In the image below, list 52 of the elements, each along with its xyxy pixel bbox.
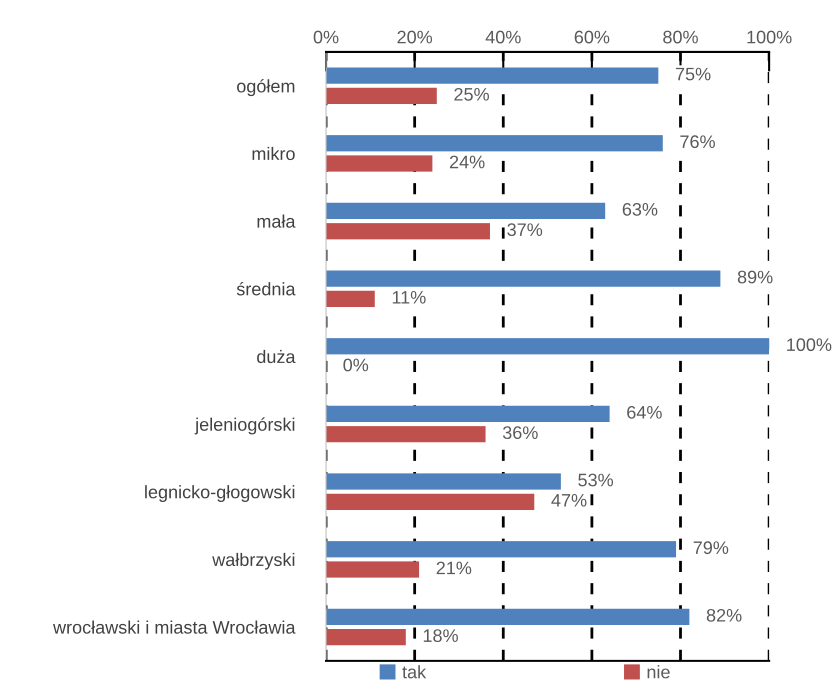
data-label: 100% [787,338,832,352]
legend-label: nie [648,665,670,678]
bar [326,406,610,422]
data-label: 11% [392,291,426,304]
bar [326,338,770,354]
x-tick-label: 40% [486,30,521,44]
x-tick-label: 80% [663,30,698,44]
bar [326,561,420,578]
data-label: 37% [507,223,542,236]
data-label: 24% [450,156,485,168]
bar [326,290,375,307]
bar [326,135,663,152]
data-label: 47% [551,494,586,507]
y-tick-label: wałbrzyski [212,552,294,570]
x-tick-label: 20% [397,30,432,44]
bar [326,67,658,84]
data-label: 21% [436,562,472,574]
y-tick-label: legnicko-głogowski [145,485,294,502]
y-tick-label: mała [258,214,296,228]
bar [326,155,432,172]
data-label: 75% [676,68,711,80]
bar [326,473,561,490]
bar [326,202,606,220]
bar [326,223,490,240]
bar [326,541,676,558]
y-tick-label: wrocławski i miasta Wrocławia [52,620,296,634]
data-label: 53% [578,474,614,486]
data-label: 18% [424,629,458,642]
bar [326,426,486,442]
y-tick-label: ogółem [237,79,294,96]
data-label: 63% [622,202,658,216]
data-label: 36% [502,426,538,440]
data-label: 64% [627,406,662,419]
y-tick-label: jeleniogórski [194,417,294,434]
x-tick-label: 60% [574,30,610,44]
data-label: 89% [738,270,773,284]
y-tick-label: duża [257,350,296,364]
data-label: 0% [343,358,368,372]
y-tick-label: mikro [252,146,295,160]
data-label: 79% [694,541,728,554]
bar [326,608,690,625]
bar [326,88,437,104]
legend-label: tak [402,665,426,678]
bar [326,629,406,646]
bar [326,270,720,287]
data-label: 76% [680,135,715,148]
data-label: 25% [454,88,489,101]
x-tick-label: 100% [747,30,792,44]
bar [326,494,534,510]
y-tick-label: średnia [236,282,296,296]
x-tick-label: 0% [314,30,338,44]
data-label: 82% [706,608,742,622]
